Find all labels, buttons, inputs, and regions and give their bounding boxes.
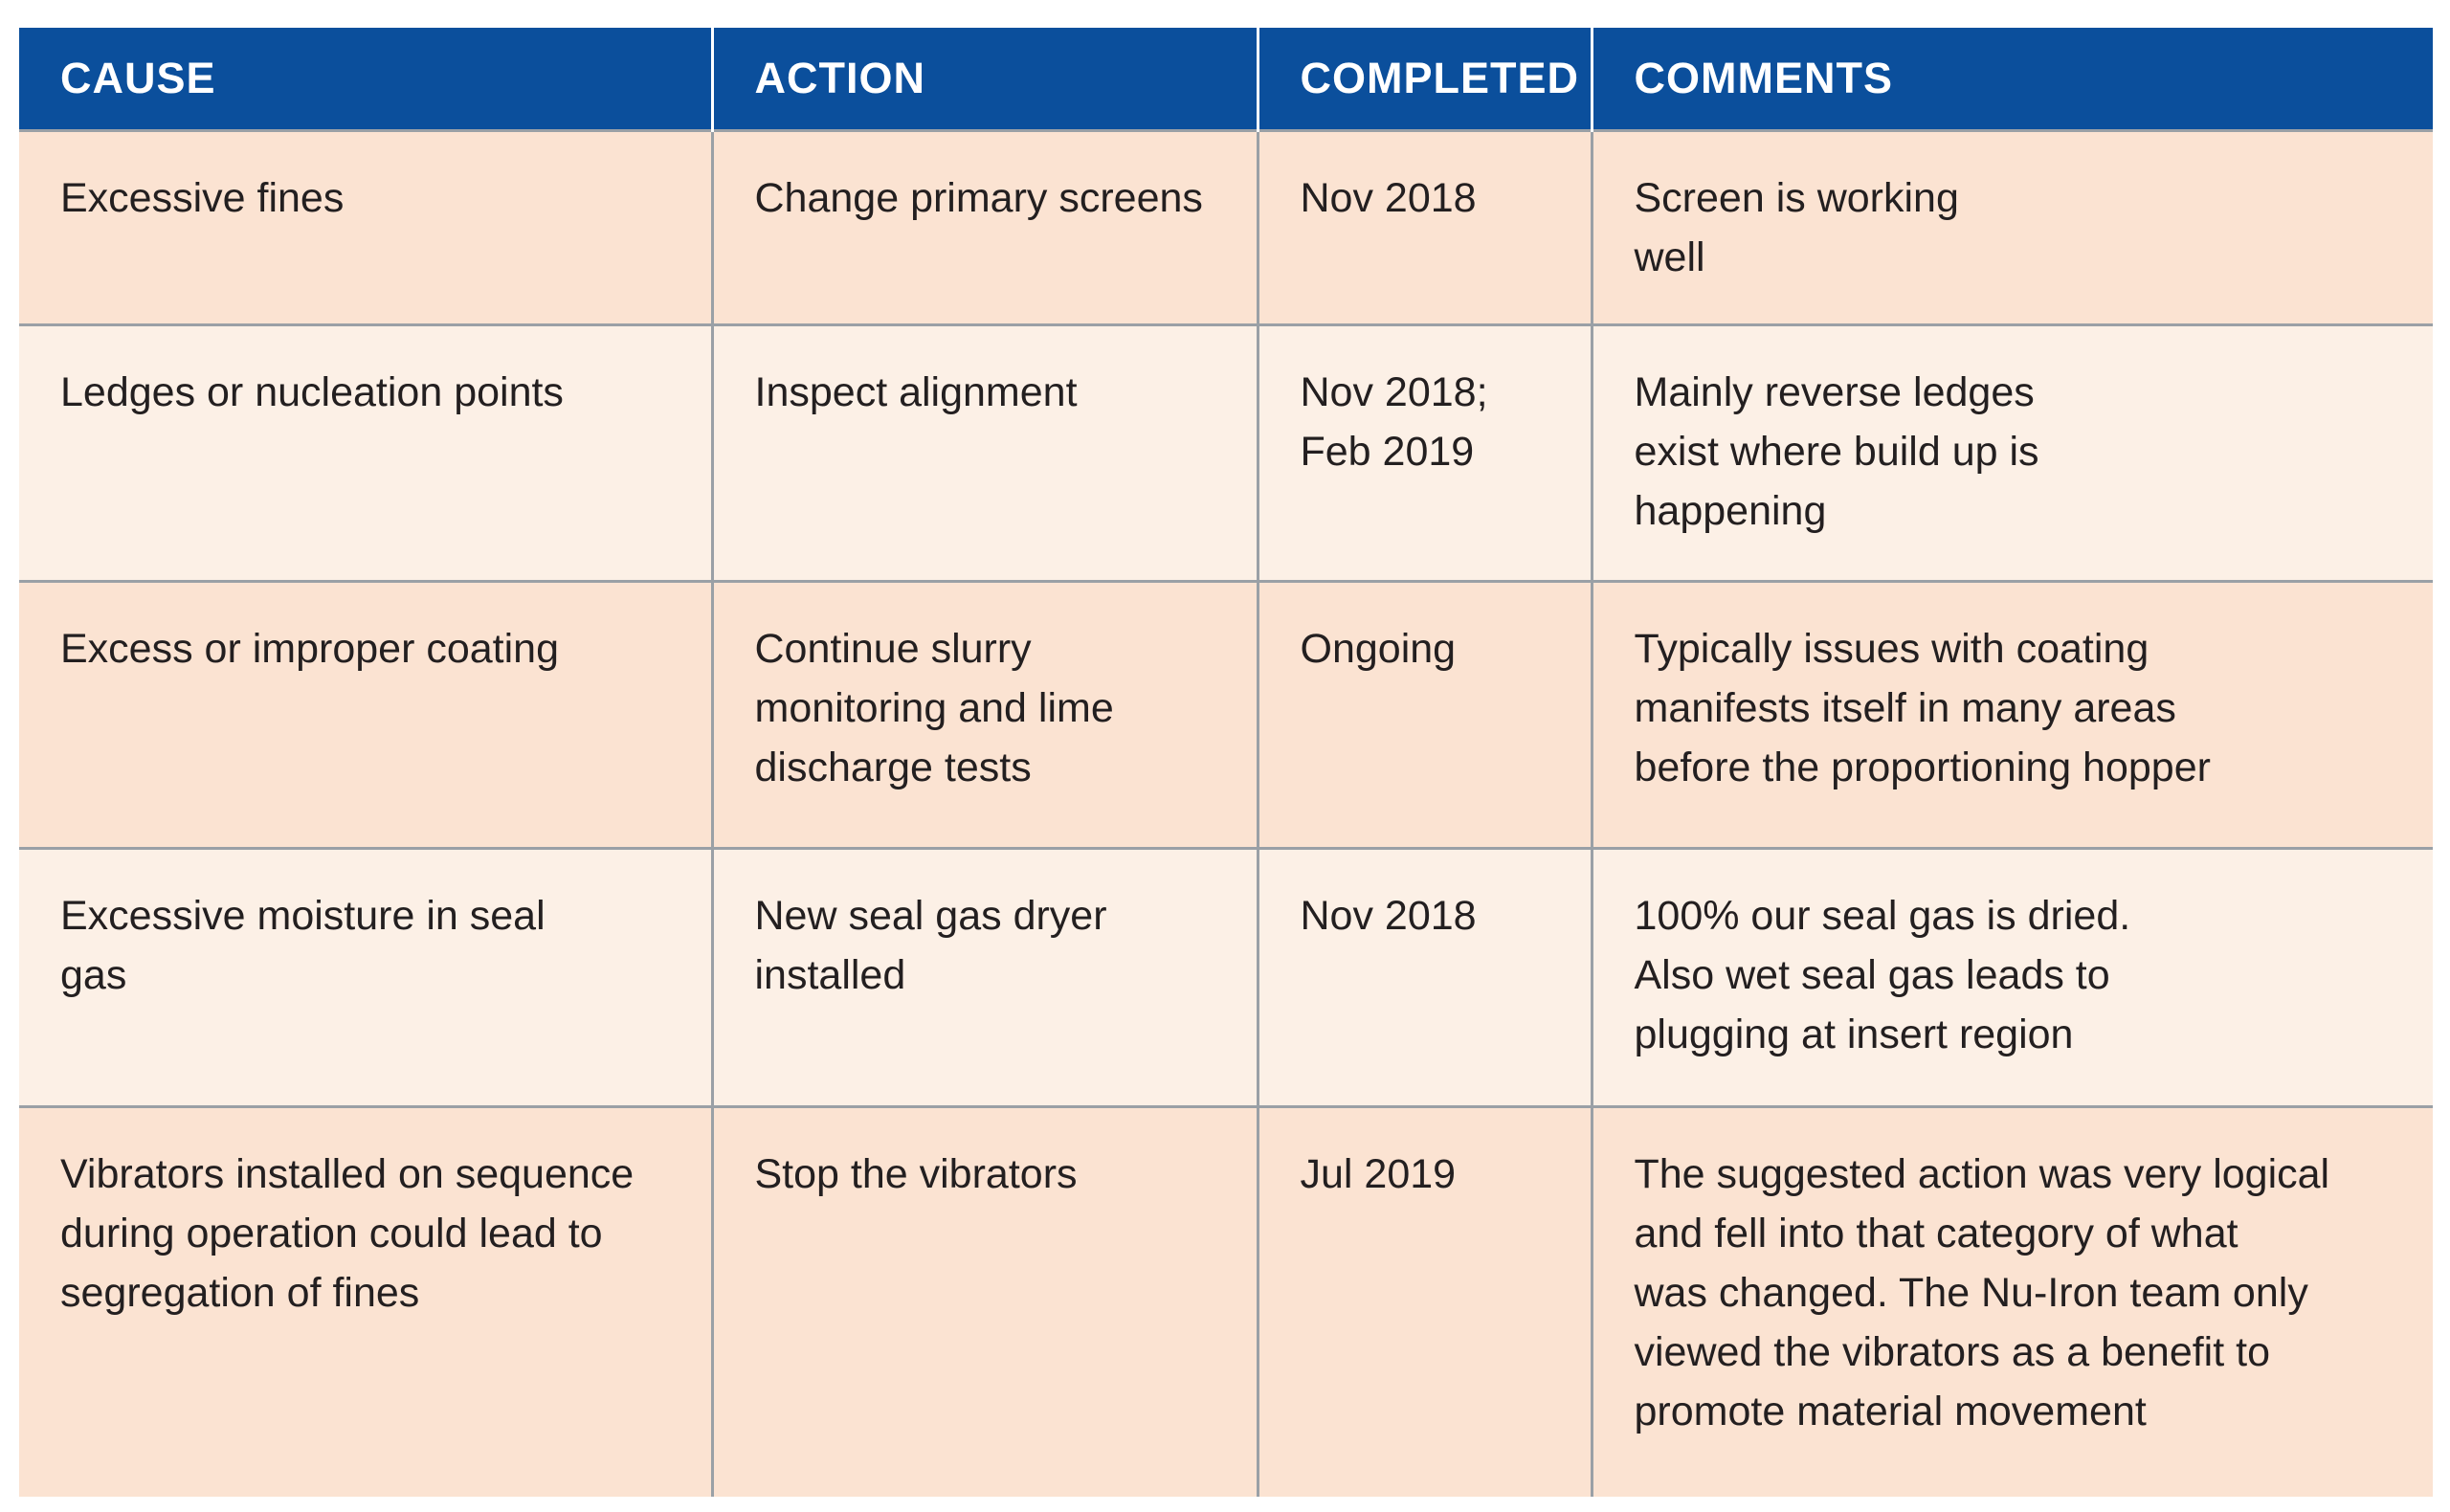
action-text: New seal gas dryer installed	[754, 892, 1107, 998]
cell-completed: Jul 2019	[1256, 1104, 1592, 1497]
cell-completed: Nov 2018	[1256, 846, 1592, 1106]
table-body: Excessive fines Change primary screens N…	[19, 128, 2433, 1497]
cell-cause: Excessive fines	[19, 128, 712, 324]
table-row: Vibrators installed on sequence during o…	[19, 1104, 2433, 1497]
cell-comments: Typically issues with coating manifests …	[1590, 579, 2433, 848]
header-row: CAUSE ACTION COMPLETED COMMENTS	[19, 28, 2433, 130]
completed-text: Jul 2019	[1300, 1150, 1457, 1197]
comments-text: The suggested action was very logical an…	[1634, 1150, 2330, 1434]
cell-cause: Excessive moisture in seal gas	[19, 846, 712, 1106]
header-comments: COMMENTS	[1590, 28, 2433, 130]
cause-action-table-container: CAUSE ACTION COMPLETED COMMENTS Excessiv…	[19, 28, 2433, 1497]
cause-action-table: CAUSE ACTION COMPLETED COMMENTS Excessiv…	[19, 28, 2433, 1497]
cell-cause: Excess or improper coating	[19, 579, 712, 848]
action-text: Change primary screens	[754, 174, 1203, 221]
table-row: Excess or improper coating Continue slur…	[19, 579, 2433, 848]
table-row: Excessive fines Change primary screens N…	[19, 128, 2433, 324]
comments-text: Screen is working well	[1634, 174, 1959, 280]
cell-action: New seal gas dryer installed	[710, 846, 1258, 1106]
cell-completed: Nov 2018; Feb 2019	[1256, 322, 1592, 581]
completed-text: Ongoing	[1300, 625, 1457, 672]
cause-text: Vibrators installed on sequence during o…	[60, 1150, 635, 1316]
table-row: Ledges or nucleation points Inspect alig…	[19, 322, 2433, 581]
cell-completed: Nov 2018	[1256, 128, 1592, 324]
header-action: ACTION	[710, 28, 1258, 130]
action-text: Stop the vibrators	[754, 1150, 1078, 1197]
completed-text: Nov 2018	[1300, 174, 1477, 221]
cause-text: Excessive fines	[60, 174, 345, 221]
cell-cause: Ledges or nucleation points	[19, 322, 712, 581]
cell-cause: Vibrators installed on sequence during o…	[19, 1104, 712, 1497]
action-text: Inspect alignment	[754, 368, 1078, 415]
header-completed: COMPLETED	[1256, 28, 1592, 130]
cell-completed: Ongoing	[1256, 579, 1592, 848]
table-row: Excessive moisture in seal gas New seal …	[19, 846, 2433, 1106]
table-header: CAUSE ACTION COMPLETED COMMENTS	[19, 28, 2433, 130]
cell-action: Continue slurry monitoring and lime disc…	[710, 579, 1258, 848]
action-text: Continue slurry monitoring and lime disc…	[754, 625, 1114, 790]
cell-comments: Mainly reverse ledges exist where build …	[1590, 322, 2433, 581]
cause-text: Excess or improper coating	[60, 625, 559, 672]
cause-text: Excessive moisture in seal gas	[60, 892, 546, 998]
completed-text: Nov 2018; Feb 2019	[1300, 368, 1488, 475]
cell-comments: The suggested action was very logical an…	[1590, 1104, 2433, 1497]
cell-action: Change primary screens	[710, 128, 1258, 324]
cell-action: Stop the vibrators	[710, 1104, 1258, 1497]
cell-comments: Screen is working well	[1590, 128, 2433, 324]
cell-action: Inspect alignment	[710, 322, 1258, 581]
comments-text: Typically issues with coating manifests …	[1634, 625, 2211, 790]
cell-comments: 100% our seal gas is dried. Also wet sea…	[1590, 846, 2433, 1106]
header-cause: CAUSE	[19, 28, 712, 130]
comments-text: 100% our seal gas is dried. Also wet sea…	[1634, 892, 2131, 1057]
completed-text: Nov 2018	[1300, 892, 1477, 939]
comments-text: Mainly reverse ledges exist where build …	[1634, 368, 2039, 534]
cause-text: Ledges or nucleation points	[60, 368, 564, 415]
